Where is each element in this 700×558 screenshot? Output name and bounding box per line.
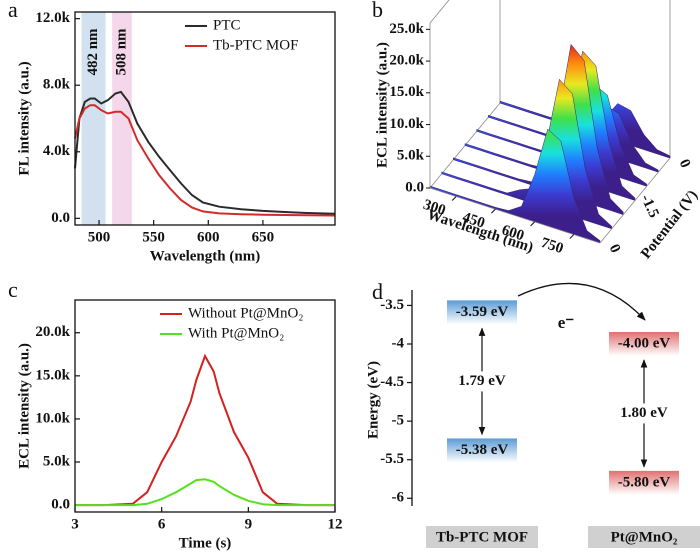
y-tick-label: -4.5 <box>380 374 404 390</box>
x-tick-label: 600 <box>500 222 526 244</box>
category-bg <box>588 526 700 548</box>
x-tick-label: 600 <box>197 229 220 245</box>
y-tick-label: -5.5 <box>380 451 404 467</box>
y-tick-label: 0 <box>606 242 624 256</box>
panel-label: c <box>8 277 18 302</box>
series-line <box>75 478 335 507</box>
category-label: Tb-PTC MOF <box>436 529 528 545</box>
y-tick-label: 5.0k <box>43 453 71 469</box>
level-label: -3.59 eV <box>456 304 509 320</box>
y-tick-label: -3.5 <box>380 297 404 313</box>
y-tick-label: 10.0k <box>35 410 70 426</box>
x-tick-label: 450 <box>460 210 486 232</box>
y-tick-label: 15.0k <box>35 367 70 383</box>
x-tick-label: 9 <box>245 516 253 532</box>
x-axis-label: Wavelength (nm) <box>150 248 260 264</box>
y-tick-label: 0 <box>676 157 694 171</box>
legend-label: Without Pt@MnO₂ <box>188 305 304 321</box>
transfer-arrow <box>517 282 646 321</box>
panel-label: d <box>372 279 383 304</box>
plot-frame <box>74 11 336 226</box>
z-tick-label: 15.0k <box>389 84 424 100</box>
level-label: -5.38 eV <box>456 442 509 458</box>
x-tick-label: 500 <box>88 229 111 245</box>
y-tick-label: -4 <box>392 335 405 351</box>
y-axis-label: FL intensity (a.u.) <box>16 61 32 175</box>
x-tick <box>569 234 575 239</box>
y-tick-label: 12.0k <box>35 10 70 26</box>
z-tick-label: 10.0k <box>389 116 424 132</box>
y-tick-label: 8.0k <box>43 77 71 93</box>
legend-label: With Pt@MnO₂ <box>188 325 284 341</box>
x-tick-label: 300 <box>421 197 447 219</box>
panel-label: b <box>372 0 383 22</box>
legend-label: PTC <box>213 17 241 33</box>
y-tick-label: 4.0k <box>43 143 71 159</box>
legend-label: Tb-PTC MOF <box>213 37 298 53</box>
axis-line <box>429 187 601 244</box>
z-tick-label: 5.0k <box>397 148 425 164</box>
band <box>81 12 106 225</box>
z-tick-label: 0.0 <box>405 179 424 195</box>
energy-level <box>447 438 517 463</box>
gap-label: 1.80 eV <box>620 405 668 421</box>
z-tick-label: 20.0k <box>389 53 424 69</box>
band <box>112 12 132 225</box>
z-tick-label: 25.0k <box>389 21 424 37</box>
x-tick <box>451 196 457 201</box>
x-axis-label: Time (s) <box>179 535 232 551</box>
plot-frame <box>74 299 336 513</box>
axis-line <box>599 157 671 244</box>
x-tick <box>530 221 535 227</box>
x-tick-label: 650 <box>252 229 275 245</box>
energy-level <box>447 300 517 325</box>
annotation: e⁻ <box>558 313 575 332</box>
y-tick-label: -5 <box>392 413 405 429</box>
level-label: -5.80 eV <box>618 474 671 490</box>
panel-label: a <box>8 0 18 22</box>
y-axis-label: ECL intensity (a.u.) <box>16 343 32 469</box>
x-tick <box>491 208 496 214</box>
y-tick-label: -6 <box>392 490 405 506</box>
energy-level <box>609 332 679 356</box>
band-label: 482 nm <box>85 28 101 76</box>
box-edge <box>429 0 450 24</box>
x-tick-label: 6 <box>158 516 166 532</box>
series-line <box>75 353 335 507</box>
y-tick-label: 0.0 <box>51 497 70 513</box>
x-tick-label: 750 <box>539 235 565 257</box>
z-axis-label: ECL intensity (a.u.) <box>374 42 390 168</box>
category-bg <box>426 526 538 548</box>
category-label: Pt@MnO₂ <box>611 529 678 545</box>
y-tick-label: 0.0 <box>51 210 70 226</box>
series-line <box>74 90 336 215</box>
level-label: -4.00 eV <box>618 335 671 351</box>
y-tick-label: -1.5 <box>637 192 662 220</box>
series-line <box>74 104 336 217</box>
y-tick-label: 20.0k <box>35 324 70 340</box>
gap-label-bg <box>450 371 514 392</box>
x-tick-label: 12 <box>328 516 343 532</box>
x-tick-label: 3 <box>71 516 79 532</box>
y-axis-label: Energy (eV) <box>365 361 381 439</box>
band-label: 508 nm <box>113 28 129 76</box>
gap-label-bg <box>612 403 676 424</box>
energy-level <box>609 470 679 495</box>
x-tick-label: 550 <box>142 229 165 245</box>
gap-label: 1.79 eV <box>458 373 506 389</box>
